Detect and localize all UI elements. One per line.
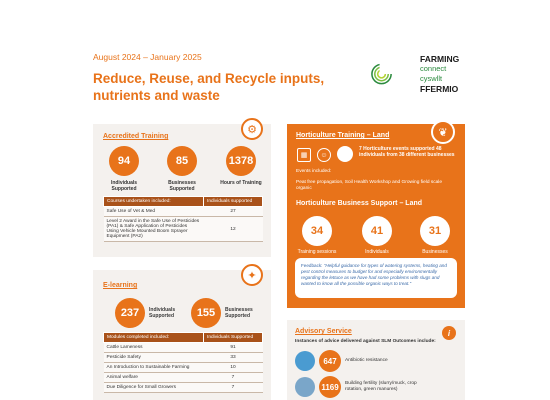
stat-businesses: 85 Businesses Supported: [159, 146, 205, 192]
photo-icon: [337, 146, 353, 162]
events-list: Peat free propagation, Soil Health Works…: [296, 180, 443, 191]
stat-businesses: 31 Businesses: [415, 216, 455, 255]
accredited-training-heading: Accredited Training: [103, 133, 169, 140]
events-included-label: Events included:: [296, 169, 332, 174]
table-row: Cattle Lameness 91: [103, 342, 263, 353]
leaf-icon: ❦: [431, 120, 455, 144]
table-row: Pesticide Safety 33: [103, 352, 263, 363]
modules-table: Modules completed included: Individuals …: [103, 332, 263, 393]
date-range: August 2024 – January 2025: [93, 52, 202, 62]
logo-wordmark: FARMING connect cyswllt FFERMIO: [420, 54, 460, 94]
calendar-icon: ▦: [297, 148, 311, 162]
table-row: An Introduction to Sustainable Farming 10: [103, 362, 263, 373]
courses-table: Courses undertaken included: Individuals…: [103, 196, 263, 242]
events-summary: 7 Horticulture events supported 48 indiv…: [359, 146, 455, 158]
stat-businesses: 155 Businesses Supported: [191, 298, 257, 328]
table-row: Due Diligence for Small Growers 7: [103, 382, 263, 393]
accredited-training-card: Accredited Training ⚙ 94 Individuals Sup…: [93, 118, 271, 257]
table-header: Individuals Supported: [203, 332, 263, 343]
table-header: Individuals supported: [203, 196, 263, 207]
feedback-quote: Feedback: "Helpful guidance for types of…: [295, 258, 457, 298]
people-icon: ☺: [317, 148, 331, 162]
horticulture-training-heading: Horticulture Training – Land: [296, 132, 390, 139]
fertility-image: [295, 377, 315, 397]
advisory-service-heading: Advisory Service: [295, 328, 352, 335]
table-header: Courses undertaken included:: [103, 196, 204, 207]
info-icon: i: [442, 326, 456, 340]
stat-individuals: 237 Individuals Supported: [115, 298, 181, 328]
farming-connect-logo: [371, 62, 394, 85]
lightbulb-icon: ✦: [241, 264, 263, 286]
elearning-card: E-learning ✦ 237 Individuals Supported 1…: [93, 264, 271, 400]
advice-row-fertility: 1169 Building fertility (slurry/muck, cr…: [295, 376, 435, 398]
advice-row-antibiotic: 647 Antibiotic resistance: [295, 350, 435, 372]
advisory-service-card: Advisory Service i Instances of advice d…: [287, 320, 465, 400]
table-row: Safe Use of Vet & Med 27: [103, 206, 263, 217]
antibiotic-image: [295, 351, 315, 371]
horticulture-business-heading: Horticulture Business Support – Land: [296, 200, 423, 207]
stat-training-sessions: 34 Training sessions: [297, 216, 337, 255]
elearning-heading: E-learning: [103, 282, 138, 289]
table-row: Animal welfare 7: [103, 372, 263, 383]
stat-individuals: 41 Individuals: [357, 216, 397, 255]
stat-hours: 1378 Hours of Training: [219, 146, 263, 186]
advisory-intro: Instances of advice delivered against SL…: [295, 339, 436, 344]
table-header: Modules completed included:: [103, 332, 204, 343]
stat-individuals: 94 Individuals Supported: [103, 146, 145, 192]
table-row: Level 2 Award in the Safe Use of Pestici…: [103, 216, 263, 242]
horticulture-panel: Horticulture Training – Land ❦ ▦ ☺ 7 Hor…: [287, 120, 465, 308]
page-title: Reduce, Reuse, and Recycle inputs, nutri…: [93, 71, 325, 103]
gear-icon: ⚙: [241, 118, 263, 140]
